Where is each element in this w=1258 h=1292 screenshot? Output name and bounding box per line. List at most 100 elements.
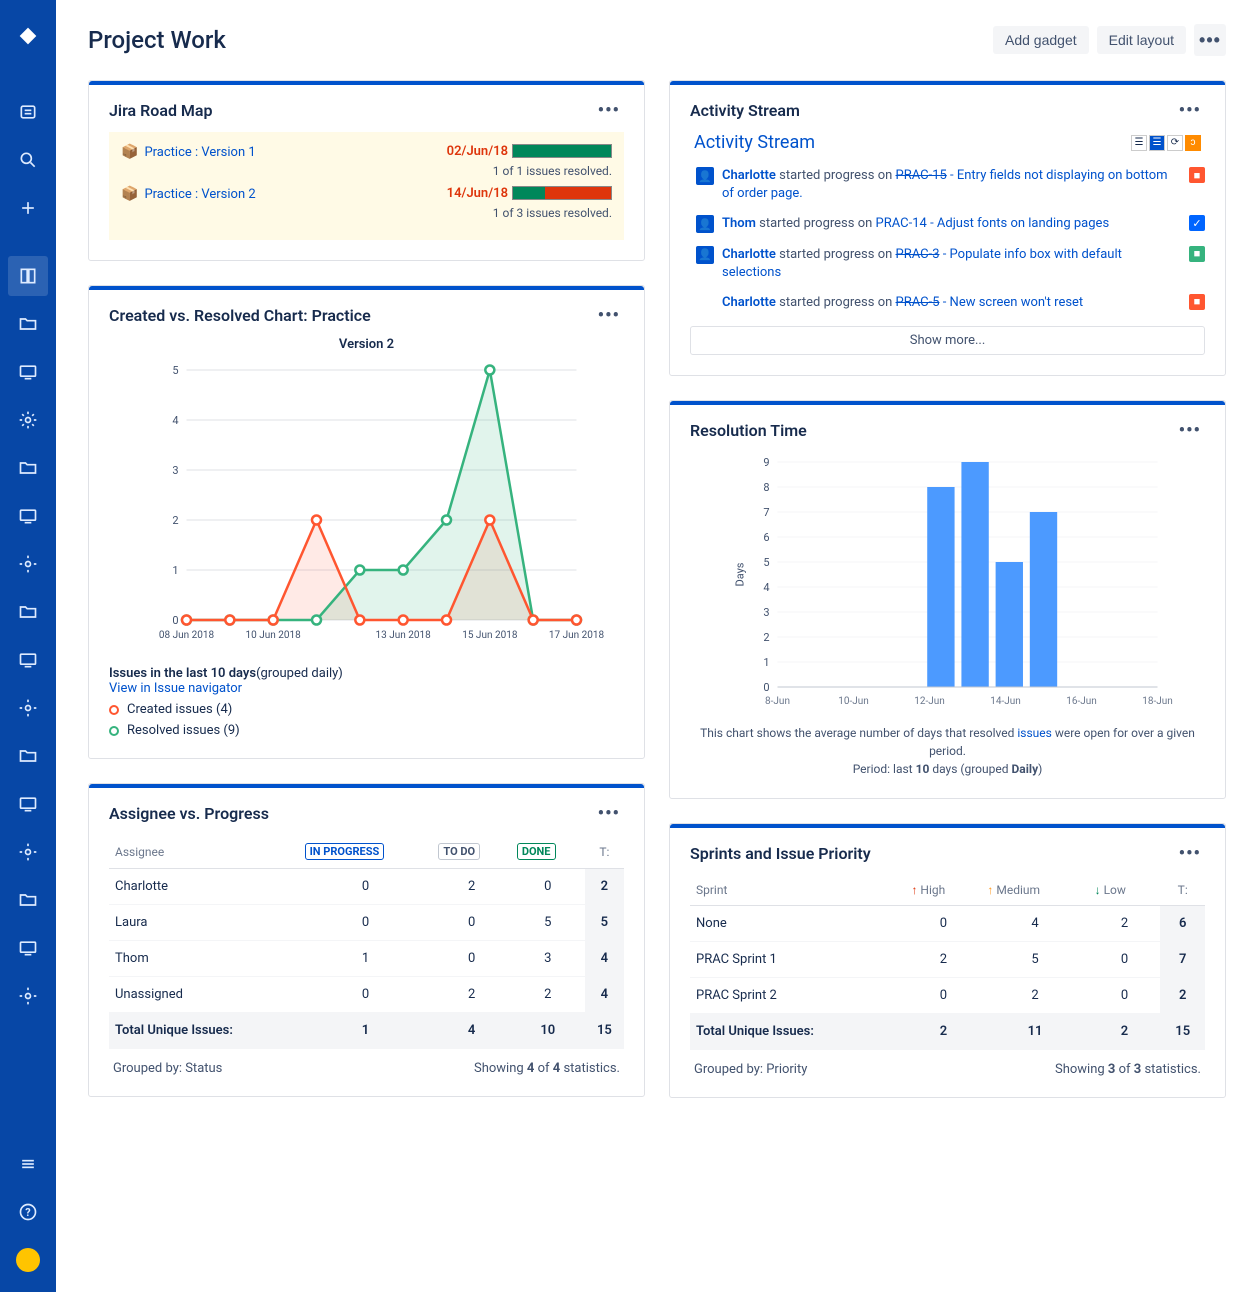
caption-1: This chart shows the average number of d… xyxy=(700,726,1017,740)
sprints-showing: Showing 3 of 3 statistics. xyxy=(1055,1062,1201,1077)
assignee-grouped: Grouped by: Status xyxy=(113,1061,222,1076)
monitor-icon-3[interactable] xyxy=(8,640,48,680)
status-lozenge[interactable]: TO DO xyxy=(438,843,480,860)
table-cell: 2 xyxy=(1089,906,1161,942)
table-cell: PRAC Sprint 2 xyxy=(690,978,905,1014)
created-resolved-more-icon[interactable]: ••• xyxy=(594,307,624,324)
assignee-table: AssigneeIN PROGRESSTO DODONET:Charlotte0… xyxy=(109,835,624,1049)
user-link[interactable]: Charlotte xyxy=(722,295,776,310)
version-link[interactable]: Practice : Version 1 xyxy=(144,145,255,160)
help-icon[interactable]: ? xyxy=(8,1192,48,1232)
sprints-more-icon[interactable]: ••• xyxy=(1175,845,1205,862)
header-more-button[interactable]: ••• xyxy=(1194,24,1226,56)
user-avatar-icon: 👤 xyxy=(696,167,714,185)
created-resolved-chart: 01234508 Jun 201810 Jun 201813 Jun 20181… xyxy=(109,360,624,650)
table-cell: 0 xyxy=(905,978,981,1014)
table-cell: Thom xyxy=(109,941,299,977)
table-cell: 5 xyxy=(511,905,585,941)
caption-3: Period: last 10 days (grouped Daily) xyxy=(853,762,1043,776)
settings-icon-4[interactable] xyxy=(8,832,48,872)
svg-text:4: 4 xyxy=(172,414,178,427)
sprints-title: Sprints and Issue Priority xyxy=(690,844,1175,863)
table-cell: 4 xyxy=(585,941,624,977)
folder-icon-4[interactable] xyxy=(8,736,48,776)
jira-logo-icon[interactable] xyxy=(8,16,48,56)
resolution-title: Resolution Time xyxy=(690,421,1175,440)
created-resolved-title: Created vs. Resolved Chart: Practice xyxy=(109,306,594,325)
edit-layout-button[interactable]: Edit layout xyxy=(1097,26,1186,54)
version-date: 14/Jun/18 xyxy=(447,186,508,201)
user-avatar-icon: 👤 xyxy=(696,246,714,264)
resolution-more-icon[interactable]: ••• xyxy=(1175,422,1205,439)
resolution-gadget: Resolution Time ••• 0123456789Days8-Jun1… xyxy=(669,400,1226,799)
activity-badge-icon: ■ xyxy=(1189,167,1205,183)
monitor-icon[interactable] xyxy=(8,352,48,392)
table-cell: 2 xyxy=(511,977,585,1013)
status-lozenge[interactable]: DONE xyxy=(517,843,556,860)
profile-icon[interactable] xyxy=(8,1240,48,1280)
folder-icon-2[interactable] xyxy=(8,448,48,488)
settings-icon-3[interactable] xyxy=(8,688,48,728)
folder-icon-5[interactable] xyxy=(8,880,48,920)
add-gadget-button[interactable]: Add gadget xyxy=(993,26,1089,54)
view-navigator-link[interactable]: View in Issue navigator xyxy=(109,681,242,696)
progress-bar xyxy=(512,186,612,200)
user-link[interactable]: Charlotte xyxy=(722,168,776,183)
table-cell: 0 xyxy=(299,977,433,1013)
svg-text:15 Jun 2018: 15 Jun 2018 xyxy=(462,630,518,641)
table-cell: 4 xyxy=(981,906,1088,942)
svg-text:10 Jun 2018: 10 Jun 2018 xyxy=(246,630,302,641)
activity-rss-icon[interactable]: ↄ xyxy=(1185,135,1201,151)
table-cell: 0 xyxy=(432,905,510,941)
activity-view-list-icon[interactable]: ☰ xyxy=(1131,135,1147,151)
version-link[interactable]: Practice : Version 2 xyxy=(144,187,255,202)
activity-gadget: Activity Stream ••• Activity Stream ☰ ☰ … xyxy=(669,80,1226,376)
folder-icon-3[interactable] xyxy=(8,592,48,632)
svg-text:1: 1 xyxy=(172,564,178,577)
roadmap-more-icon[interactable]: ••• xyxy=(594,102,624,119)
table-cell: 2 xyxy=(585,869,624,905)
svg-text:12-Jun: 12-Jun xyxy=(914,696,945,707)
svg-text:5: 5 xyxy=(763,556,769,569)
table-cell: 2 xyxy=(905,942,981,978)
caption-link[interactable]: issues xyxy=(1017,726,1051,740)
monitor-icon-4[interactable] xyxy=(8,784,48,824)
assignee-showing: Showing 4 of 4 statistics. xyxy=(474,1061,620,1076)
status-lozenge[interactable]: IN PROGRESS xyxy=(305,843,385,860)
activity-view-grid-icon[interactable]: ☰ xyxy=(1149,135,1165,151)
user-link[interactable]: Charlotte xyxy=(722,247,776,262)
svg-text:13 Jun 2018: 13 Jun 2018 xyxy=(376,630,432,641)
chart-subtitle: Version 2 xyxy=(109,337,624,352)
svg-text:Days: Days xyxy=(734,562,747,586)
create-icon[interactable] xyxy=(8,188,48,228)
resolution-chart: 0123456789Days8-Jun10-Jun12-Jun14-Jun16-… xyxy=(690,452,1205,712)
assignee-title: Assignee vs. Progress xyxy=(109,804,594,823)
chart-footer-bold: Issues in the last 10 days xyxy=(109,666,256,681)
search-icon[interactable] xyxy=(8,140,48,180)
settings-icon-5[interactable] xyxy=(8,976,48,1016)
activity-badge-icon: ✓ xyxy=(1189,215,1205,231)
svg-text:2: 2 xyxy=(172,514,178,527)
monitor-icon-5[interactable] xyxy=(8,928,48,968)
svg-text:6: 6 xyxy=(763,531,769,544)
settings-icon-2[interactable] xyxy=(8,544,48,584)
legend-created: Created issues (4) xyxy=(127,702,232,717)
show-more-button[interactable]: Show more... xyxy=(690,326,1205,355)
folder-icon[interactable] xyxy=(8,304,48,344)
dashboard-icon[interactable] xyxy=(8,256,48,296)
svg-text:5: 5 xyxy=(172,364,178,377)
backlog-icon[interactable] xyxy=(8,92,48,132)
monitor-icon-2[interactable] xyxy=(8,496,48,536)
activity-config-icon[interactable]: ⟳ xyxy=(1167,135,1183,151)
activity-more-icon[interactable]: ••• xyxy=(1175,102,1205,119)
issue-link[interactable]: - Adjust fonts on landing pages xyxy=(930,216,1109,231)
package-icon: 📦 xyxy=(121,186,138,202)
user-link[interactable]: Thom xyxy=(722,216,756,231)
assignee-more-icon[interactable]: ••• xyxy=(594,805,624,822)
issue-link[interactable]: - New screen won't reset xyxy=(943,295,1083,310)
menu-icon[interactable] xyxy=(8,1144,48,1184)
settings-icon[interactable] xyxy=(8,400,48,440)
table-cell: None xyxy=(690,906,905,942)
version-date: 02/Jun/18 xyxy=(447,144,508,159)
svg-text:8: 8 xyxy=(763,481,769,494)
